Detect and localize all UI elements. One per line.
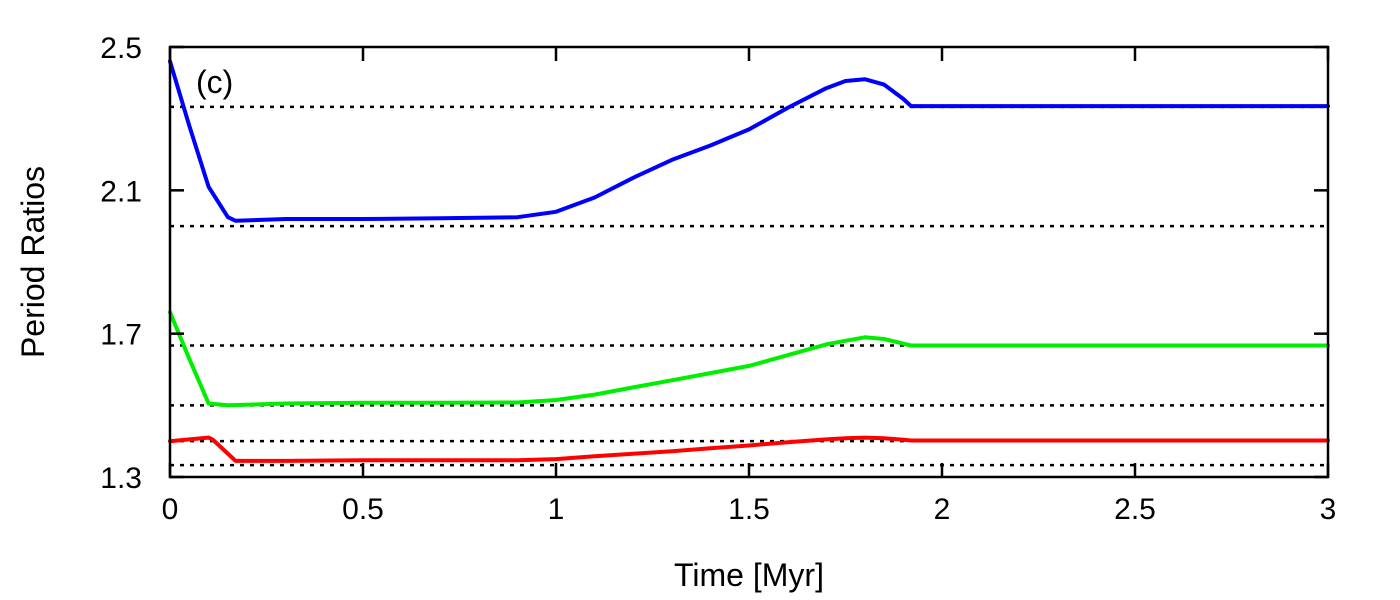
series-line-1	[168, 310, 1330, 408]
x-tick-label-4: 2	[934, 493, 951, 526]
y-tick-label-0: 1.3	[100, 462, 142, 495]
x-tick-labels: 0 0.5 1 1.5 2 2.5 3	[162, 493, 1337, 526]
series-line-0	[168, 59, 1330, 223]
x-axis-title: Time [Myr]	[674, 557, 824, 593]
x-tick-label-6: 3	[1320, 493, 1337, 526]
reference-lines	[170, 105, 1328, 467]
axis-ticks	[168, 45, 1330, 479]
x-tick-label-0: 0	[162, 493, 179, 526]
series-lines	[168, 59, 1330, 463]
y-tick-label-3: 2.5	[100, 32, 142, 65]
y-tick-labels: 1.3 1.7 2.1 2.5	[100, 32, 142, 495]
y-tick-label-1: 1.7	[100, 319, 142, 352]
x-tick-label-5: 2.5	[1114, 493, 1156, 526]
plot-frame	[168, 45, 1330, 479]
x-tick-label-3: 1.5	[728, 493, 770, 526]
x-tick-label-2: 1	[548, 493, 565, 526]
y-tick-label-2: 2.1	[100, 175, 142, 208]
series-line-2	[168, 435, 1330, 463]
x-tick-label-1: 0.5	[342, 493, 384, 526]
panel-label: (c)	[196, 64, 233, 100]
y-axis-title: Period Ratios	[15, 166, 51, 358]
